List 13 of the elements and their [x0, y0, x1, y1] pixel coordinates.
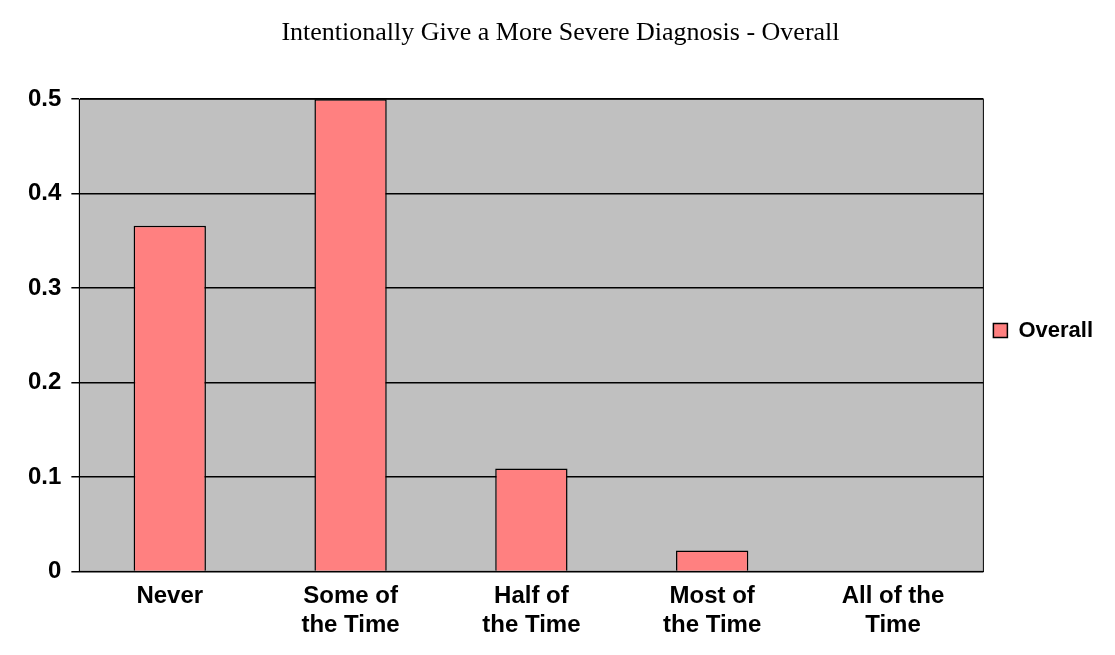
x-tick-label: Some of the Time: [301, 581, 400, 638]
x-tick-label: Never: [136, 581, 204, 609]
legend-label: Overall: [1018, 316, 1093, 342]
y-tick-label: 0.2: [27, 367, 62, 395]
y-tick-label: 0.3: [27, 272, 62, 300]
y-tick-label: 0.5: [27, 83, 62, 111]
y-tick-label: 0.1: [27, 461, 62, 489]
y-tick-label: 0.4: [27, 178, 62, 206]
y-tick-label: 0: [48, 556, 62, 584]
x-tick-label: Half of the Time: [482, 581, 581, 638]
x-tick-label: Most of the Time: [663, 581, 762, 638]
x-tick-label: All of the Time: [841, 581, 945, 638]
chart-title: Intentionally Give a More Severe Diagnosis - Overall: [281, 17, 840, 47]
